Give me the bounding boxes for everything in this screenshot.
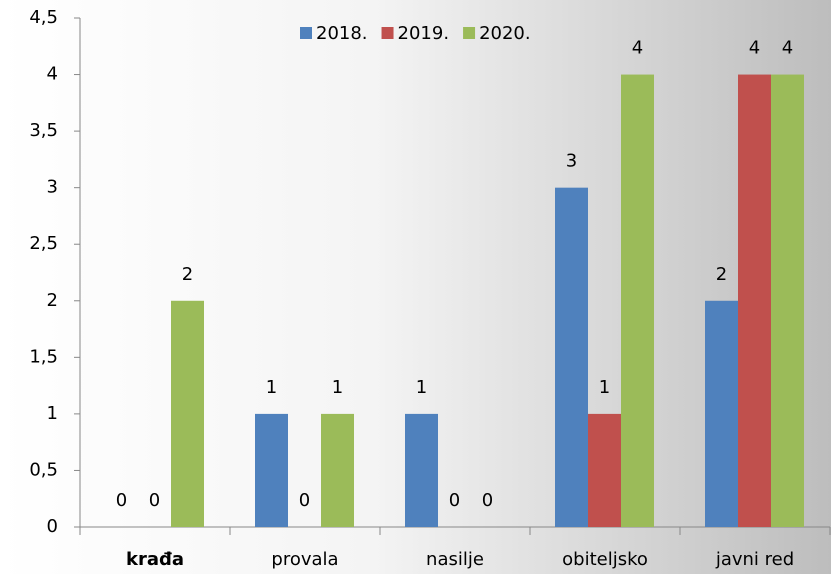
data-label: 2 (182, 264, 193, 285)
bar (621, 74, 654, 528)
y-tick-label: 1,5 (29, 346, 58, 367)
bar (405, 413, 438, 527)
bar (588, 413, 621, 527)
data-label: 0 (116, 490, 127, 511)
data-label: 0 (299, 490, 310, 511)
bar (321, 413, 354, 527)
y-tick-label: 4 (47, 64, 58, 85)
x-tick-label: provala (271, 549, 338, 570)
data-label: 1 (599, 377, 610, 398)
bar (738, 74, 771, 528)
legend-swatch (463, 27, 476, 39)
y-tick-label: 3,5 (29, 120, 58, 141)
data-label: 4 (782, 38, 793, 59)
bar (255, 413, 288, 527)
bar (705, 300, 738, 527)
legend-label: 2020. (479, 23, 531, 44)
y-tick-label: 1 (47, 403, 58, 424)
data-label: 3 (566, 151, 577, 172)
y-tick-label: 0,5 (29, 459, 58, 480)
x-tick-label: obiteljsko (562, 549, 648, 570)
y-tick-label: 0 (47, 516, 58, 537)
data-label: 0 (449, 490, 460, 511)
x-tick-label: krađa (126, 549, 184, 570)
bar (555, 187, 588, 527)
data-label: 1 (266, 377, 277, 398)
bar (171, 300, 204, 527)
legend-swatch (381, 27, 394, 39)
data-label: 0 (482, 490, 493, 511)
x-tick-label: javni red (715, 549, 794, 570)
legend-label: 2018. (316, 23, 368, 44)
data-label: 4 (632, 38, 643, 59)
data-label: 2 (716, 264, 727, 285)
y-tick-label: 2 (47, 290, 58, 311)
data-label: 1 (332, 377, 343, 398)
y-tick-label: 4,5 (29, 7, 58, 28)
x-tick-label: nasilje (426, 549, 484, 570)
data-label: 0 (149, 490, 160, 511)
bar (771, 74, 804, 528)
y-tick-label: 3 (47, 177, 58, 198)
y-tick-label: 2,5 (29, 233, 58, 254)
legend-label: 2019. (398, 23, 450, 44)
data-label: 1 (416, 377, 427, 398)
data-label: 4 (749, 38, 760, 59)
legend-swatch (300, 27, 312, 39)
